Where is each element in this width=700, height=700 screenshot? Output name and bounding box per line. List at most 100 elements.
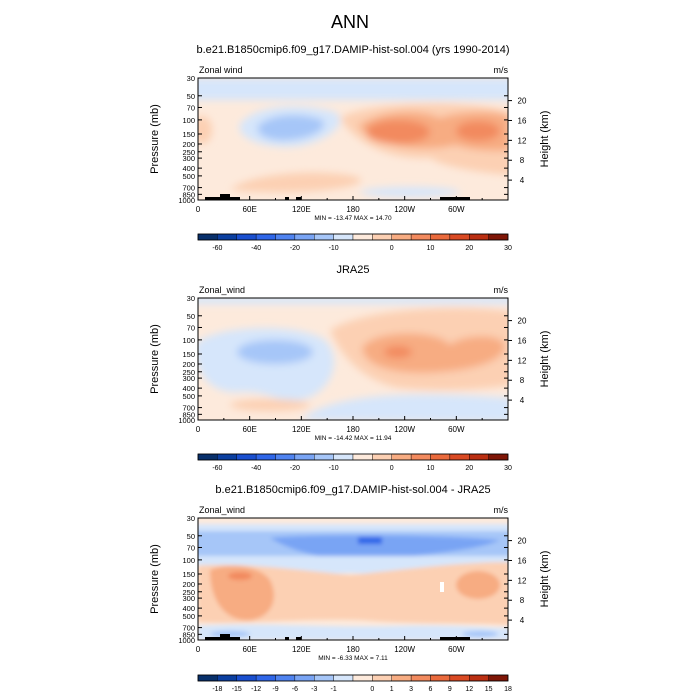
y-tick-label: 400 (182, 604, 195, 613)
colorbar-cell (372, 233, 392, 241)
y-tick-label: 700 (182, 624, 195, 633)
y-tick-label: 250 (182, 588, 195, 597)
y-tick-label: 70 (187, 543, 195, 552)
y-tick-label: 30 (187, 514, 195, 523)
y-tick-label: 1000 (178, 416, 195, 425)
upper-neg-light (198, 524, 508, 532)
height-tick-label: 4 (520, 396, 525, 405)
colorbar-cell (236, 233, 257, 241)
y-tick-label: 150 (182, 570, 195, 579)
height-tick-label: 8 (520, 156, 525, 165)
colorbar-label: -60 (212, 245, 222, 252)
colorbar-cell (333, 453, 354, 461)
x-tick-label: 0 (196, 205, 201, 214)
height-tick-label: 20 (518, 317, 527, 326)
white-fleck (440, 582, 444, 592)
pos-lowlevel (230, 172, 361, 193)
colorbar-label: -60 (212, 465, 222, 472)
colorbar-label: -18 (212, 686, 222, 693)
colorbar-label: -3 (311, 686, 317, 693)
low-neg-band (198, 624, 508, 640)
upper-neg-max (358, 537, 382, 544)
colorbar-cell (430, 674, 451, 682)
height-axis-title: Height (km) (539, 331, 551, 388)
colorbar-label: -10 (329, 245, 339, 252)
topo-block (220, 194, 230, 200)
colorbar-label: 3 (409, 686, 413, 693)
colorbar-label: -1 (331, 686, 337, 693)
topography (205, 634, 470, 640)
colorbar-label: -10 (329, 465, 339, 472)
y-tick-label: 500 (182, 392, 195, 401)
colorbar-cell (352, 233, 373, 241)
y-tick-label: 850 (182, 190, 195, 199)
topo-block (285, 197, 289, 200)
height-tick-label: 16 (518, 116, 527, 125)
pos-core-pacific (384, 346, 412, 358)
x-tick-label: 120E (292, 425, 311, 434)
x-tick-label: 60W (448, 205, 465, 214)
colorbar-label: 10 (427, 245, 435, 252)
y-tick-label: 150 (182, 350, 195, 359)
colorbar-cell (488, 674, 509, 682)
colorbar-cell (449, 233, 470, 241)
y-tick-label: 500 (182, 612, 195, 621)
colorbar-cell (410, 453, 431, 461)
panel-title: b.e21.B1850cmip6.f09_g17.DAMIP-hist-sol.… (215, 484, 490, 496)
y-tick-label: 50 (187, 532, 195, 541)
y-tick-label: 250 (182, 148, 195, 157)
x-tick-label: 60W (448, 645, 465, 654)
height-tick-label: 8 (520, 376, 525, 385)
colorbar-cell (217, 233, 237, 241)
colorbar-frame (197, 453, 509, 461)
colorbar-cell (469, 674, 489, 682)
y-tick-label: 200 (182, 360, 195, 369)
colorbar-label: 30 (504, 465, 512, 472)
contour-field (198, 78, 508, 200)
colorbar-cell (236, 674, 257, 682)
height-tick-label: 8 (520, 596, 525, 605)
neg-lowlevel (300, 394, 508, 420)
y-tick-label: 50 (187, 312, 195, 321)
height-axis-title: Height (km) (539, 111, 551, 168)
topo-block (440, 197, 470, 200)
x-tick-label: 120W (394, 425, 415, 434)
panel-difference: b.e21.B1850cmip6.f09_g17.DAMIP-hist-sol.… (149, 484, 551, 693)
y-tick-label: 850 (182, 630, 195, 639)
colorbar-cell (352, 674, 373, 682)
pos-lowlevel (230, 399, 310, 411)
colorbar-cell (197, 453, 218, 461)
y-tick-label: 400 (182, 164, 195, 173)
colorbar-cell (391, 674, 412, 682)
units-label: m/s (494, 505, 509, 515)
y-axis-title: Pressure (mb) (149, 544, 161, 614)
y-axis-title: Pressure (mb) (149, 324, 161, 394)
colorbar-cell (314, 453, 334, 461)
height-tick-label: 4 (520, 616, 525, 625)
colorbar-cell (294, 233, 315, 241)
panel-model: b.e21.B1850cmip6.f09_g17.DAMIP-hist-sol.… (149, 44, 551, 252)
colorbar-label: 10 (427, 465, 435, 472)
panel-title: b.e21.B1850cmip6.f09_g17.DAMIP-hist-sol.… (196, 44, 509, 56)
y-tick-label: 50 (187, 92, 195, 101)
topo-block (220, 634, 230, 640)
colorbar-label: -20 (290, 245, 300, 252)
colorbar-cell (217, 674, 237, 682)
colorbar-label: 12 (465, 686, 473, 693)
colorbar-label: 6 (429, 686, 433, 693)
pos-region-2 (362, 333, 505, 373)
height-tick-label: 16 (518, 556, 527, 565)
colorbar-cell (333, 674, 354, 682)
y-tick-label: 70 (187, 103, 195, 112)
colorbar-label: -12 (251, 686, 261, 693)
colorbar-label: -40 (251, 465, 261, 472)
colorbar-label: -40 (251, 245, 261, 252)
colorbar-cell (449, 453, 470, 461)
y-tick-label: 500 (182, 172, 195, 181)
height-axis-title: Height (km) (539, 551, 551, 608)
colorbar-cell (294, 674, 315, 682)
field-label: Zonal_wind (199, 285, 245, 295)
colorbar-label: 15 (485, 686, 493, 693)
neg-core (237, 340, 313, 364)
